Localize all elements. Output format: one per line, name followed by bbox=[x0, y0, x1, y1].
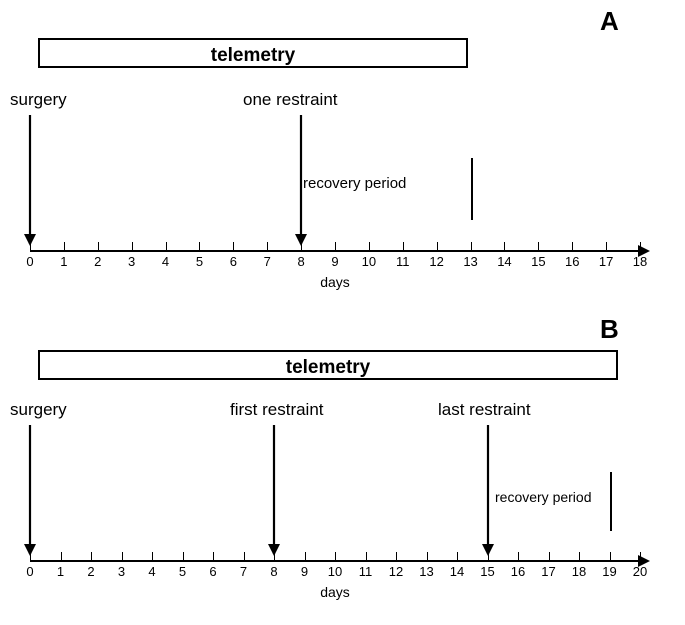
axis-tick-label: 1 bbox=[57, 564, 64, 579]
telemetry-box: telemetry bbox=[38, 350, 618, 380]
axis-tick-label: 15 bbox=[531, 254, 545, 269]
axis-tick-label: 8 bbox=[297, 254, 304, 269]
axis-tick-label: 13 bbox=[419, 564, 433, 579]
event-label: surgery bbox=[10, 400, 67, 420]
axis-tick bbox=[61, 552, 62, 560]
figure-canvas: Atelemetry0123456789101112131415161718da… bbox=[0, 0, 685, 625]
axis-tick-label: 14 bbox=[497, 254, 511, 269]
axis-tick bbox=[335, 242, 336, 250]
axis-tick-label: 2 bbox=[94, 254, 101, 269]
axis-tick-label: 0 bbox=[26, 254, 33, 269]
axis-tick-label: 10 bbox=[328, 564, 342, 579]
axis-tick bbox=[504, 242, 505, 250]
event-label: first restraint bbox=[230, 400, 324, 420]
event-label: last restraint bbox=[438, 400, 531, 420]
axis-tick-label: 3 bbox=[118, 564, 125, 579]
axis-tick bbox=[610, 552, 611, 560]
axis-tick-label: 16 bbox=[511, 564, 525, 579]
axis-tick bbox=[132, 242, 133, 250]
axis-tick bbox=[579, 552, 580, 560]
axis-tick bbox=[457, 552, 458, 560]
axis-tick bbox=[549, 552, 550, 560]
telemetry-box: telemetry bbox=[38, 38, 468, 68]
axis-tick bbox=[427, 552, 428, 560]
axis-tick-label: 16 bbox=[565, 254, 579, 269]
axis-tick-label: 15 bbox=[480, 564, 494, 579]
recovery-bar bbox=[610, 472, 612, 531]
recovery-label: recovery period bbox=[303, 175, 406, 192]
axis-tick bbox=[606, 242, 607, 250]
axis-tick bbox=[538, 242, 539, 250]
axis-tick bbox=[213, 552, 214, 560]
axis-tick bbox=[518, 552, 519, 560]
axis-tick bbox=[122, 552, 123, 560]
axis-tick-label: 7 bbox=[264, 254, 271, 269]
axis-tick-label: 5 bbox=[179, 564, 186, 579]
axis-tick-label: 5 bbox=[196, 254, 203, 269]
arrow-icon bbox=[22, 425, 38, 556]
axis-tick bbox=[471, 242, 472, 250]
axis-tick-label: 6 bbox=[209, 564, 216, 579]
axis-tick bbox=[335, 552, 336, 560]
axis-tick-label: 12 bbox=[429, 254, 443, 269]
event-label: surgery bbox=[10, 90, 67, 110]
axis-tick bbox=[267, 242, 268, 250]
axis-tick bbox=[305, 552, 306, 560]
axis-tick bbox=[396, 552, 397, 560]
axis-tick-label: 18 bbox=[572, 564, 586, 579]
axis-tick bbox=[64, 242, 65, 250]
axis-tick-label: 9 bbox=[331, 254, 338, 269]
axis-tick bbox=[437, 242, 438, 250]
arrow-icon bbox=[266, 425, 282, 556]
axis-tick-label: 18 bbox=[633, 254, 647, 269]
axis-tick bbox=[244, 552, 245, 560]
axis-tick bbox=[183, 552, 184, 560]
panel-letter: B bbox=[600, 314, 619, 345]
panel-letter: A bbox=[600, 6, 619, 37]
axis-tick bbox=[403, 242, 404, 250]
axis-tick bbox=[91, 552, 92, 560]
axis-line bbox=[30, 560, 640, 562]
axis-tick bbox=[199, 242, 200, 250]
axis-tick-label: 0 bbox=[26, 564, 33, 579]
axis-tick-label: 11 bbox=[396, 254, 410, 269]
axis-tick-label: 1 bbox=[60, 254, 67, 269]
axis-tick-label: 13 bbox=[463, 254, 477, 269]
axis-tick-label: 7 bbox=[240, 564, 247, 579]
axis-tick-label: 2 bbox=[87, 564, 94, 579]
event-label: one restraint bbox=[243, 90, 338, 110]
axis-tick-label: 20 bbox=[633, 564, 647, 579]
axis-tick bbox=[233, 242, 234, 250]
axis-tick bbox=[98, 242, 99, 250]
axis-tick-label: 4 bbox=[148, 564, 155, 579]
axis-tick bbox=[166, 242, 167, 250]
axis-tick-label: 10 bbox=[362, 254, 376, 269]
axis-tick bbox=[366, 552, 367, 560]
axis-tick bbox=[640, 552, 641, 560]
arrow-icon bbox=[480, 425, 496, 556]
recovery-label: recovery period bbox=[495, 489, 592, 505]
axis-tick-label: 4 bbox=[162, 254, 169, 269]
axis-title: days bbox=[320, 584, 350, 600]
axis-tick-label: 19 bbox=[602, 564, 616, 579]
axis-tick-label: 17 bbox=[541, 564, 555, 579]
axis-tick-label: 14 bbox=[450, 564, 464, 579]
axis-tick-label: 8 bbox=[270, 564, 277, 579]
axis-tick bbox=[640, 242, 641, 250]
axis-tick-label: 3 bbox=[128, 254, 135, 269]
axis-line bbox=[30, 250, 640, 252]
axis-tick bbox=[572, 242, 573, 250]
axis-tick bbox=[152, 552, 153, 560]
axis-tick-label: 9 bbox=[301, 564, 308, 579]
axis-tick bbox=[369, 242, 370, 250]
recovery-bar bbox=[471, 158, 473, 220]
axis-tick-label: 12 bbox=[389, 564, 403, 579]
axis-tick-label: 11 bbox=[359, 564, 373, 579]
axis-title: days bbox=[320, 274, 350, 290]
axis-tick-label: 6 bbox=[230, 254, 237, 269]
arrow-icon bbox=[22, 115, 38, 246]
axis-tick-label: 17 bbox=[599, 254, 613, 269]
